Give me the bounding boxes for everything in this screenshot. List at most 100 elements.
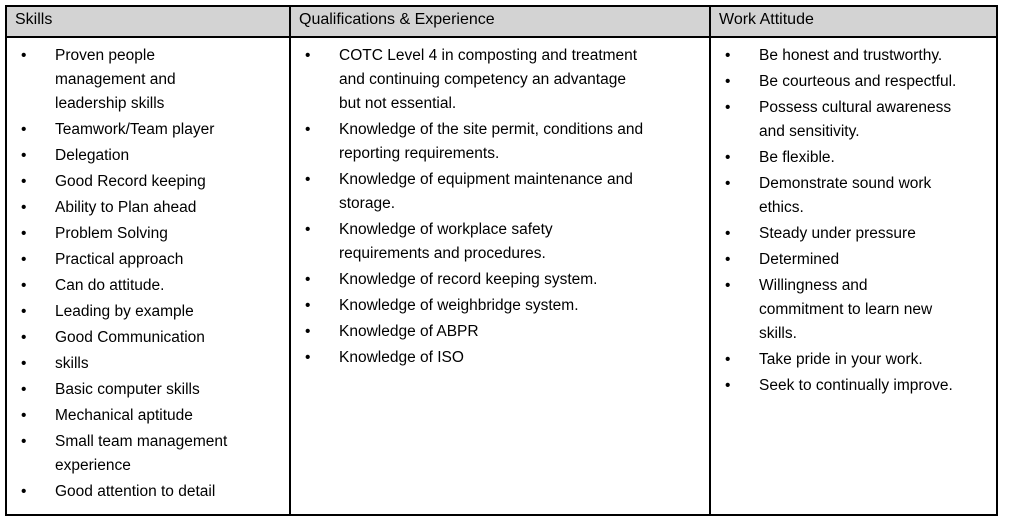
list-item: • Possess cultural awareness and sensitiv… <box>711 96 996 144</box>
list-item-text: COTC Level 4 in composting and treatment… <box>339 47 638 112</box>
list-item-text: Problem Solving <box>55 225 168 242</box>
list-item: • skills <box>7 352 289 376</box>
skills-cell: • Proven people management and leadership… <box>5 36 291 516</box>
list-item: • Can do attitude. <box>7 274 289 298</box>
list-item-text: skills <box>55 355 89 372</box>
list-item-text: Can do attitude. <box>55 277 165 294</box>
bullet-icon: • <box>21 407 27 424</box>
list-item-text: Knowledge of ABPR <box>339 323 479 340</box>
list-item-text: Good attention to detail <box>55 483 216 500</box>
list-item-text: Be honest and trustworthy. <box>759 47 943 64</box>
list-item: • Knowledge of ABPR <box>291 320 709 344</box>
header-work-attitude: Work Attitude <box>709 5 998 38</box>
bullet-icon: • <box>725 175 731 192</box>
bullet-icon: • <box>305 271 311 288</box>
header-skills: Skills <box>5 5 291 38</box>
bullet-icon: • <box>21 277 27 294</box>
bullet-icon: • <box>305 323 311 340</box>
qualifications-list: • COTC Level 4 in composting and treatmen… <box>291 38 709 370</box>
list-item: • Good Communication <box>7 326 289 350</box>
bullet-icon: • <box>725 99 731 116</box>
list-item: • Knowledge of workplace safety requireme… <box>291 218 709 266</box>
list-item-text: Determined <box>759 251 840 268</box>
list-item: • Good attention to detail <box>7 480 289 504</box>
bullet-icon: • <box>725 377 731 394</box>
header-row: Skills Qualifications & Experience Work … <box>5 5 998 38</box>
list-item-text: Basic computer skills <box>55 381 200 398</box>
list-item-text: Steady under pressure <box>759 225 916 242</box>
list-item: • Small team management experience <box>7 430 289 478</box>
list-item-text: Take pride in your work. <box>759 351 923 368</box>
list-item: • Knowledge of equipment maintenance and … <box>291 168 709 216</box>
skills-list: • Proven people management and leadership… <box>7 38 289 504</box>
bullet-icon: • <box>725 251 731 268</box>
bullet-icon: • <box>725 149 731 166</box>
header-qualifications: Qualifications & Experience <box>289 5 711 38</box>
list-item-text: Knowledge of the site permit, conditions… <box>339 121 644 162</box>
list-item-text: Willingness and commitment to learn new … <box>759 277 933 342</box>
list-item-text: Knowledge of workplace safety requiremen… <box>339 221 553 262</box>
list-item-text: Teamwork/Team player <box>55 121 215 138</box>
list-item-text: Knowledge of ISO <box>339 349 464 366</box>
list-item: • Leading by example <box>7 300 289 324</box>
bullet-icon: • <box>305 121 311 138</box>
list-item-text: Seek to continually improve. <box>759 377 953 394</box>
list-item-text: Ability to Plan ahead <box>55 199 197 216</box>
bullet-icon: • <box>305 47 311 64</box>
body-row: • Proven people management and leadership… <box>5 36 998 516</box>
list-item: • Problem Solving <box>7 222 289 246</box>
list-item: • Teamwork/Team player <box>7 118 289 142</box>
list-item-text: Mechanical aptitude <box>55 407 193 424</box>
qualifications-cell: • COTC Level 4 in composting and treatmen… <box>289 36 711 516</box>
bullet-icon: • <box>21 47 27 64</box>
list-item: • Knowledge of the site permit, condition… <box>291 118 709 166</box>
list-item: • Willingness and commitment to learn new… <box>711 274 996 346</box>
list-item-text: Demonstrate sound work ethics. <box>759 175 932 216</box>
list-item: • Be honest and trustworthy. <box>711 44 996 68</box>
bullet-icon: • <box>305 349 311 366</box>
list-item: • COTC Level 4 in composting and treatmen… <box>291 44 709 116</box>
list-item: • Delegation <box>7 144 289 168</box>
list-item-text: Leading by example <box>55 303 194 320</box>
list-item: • Mechanical aptitude <box>7 404 289 428</box>
bullet-icon: • <box>21 251 27 268</box>
list-item-text: Knowledge of weighbridge system. <box>339 297 579 314</box>
work-attitude-cell: • Be honest and trustworthy. • Be courteous… <box>709 36 998 516</box>
list-item-text: Good Record keeping <box>55 173 206 190</box>
requirements-table: Skills Qualifications & Experience Work … <box>5 5 998 516</box>
list-item: • Knowledge of record keeping system. <box>291 268 709 292</box>
bullet-icon: • <box>21 199 27 216</box>
bullet-icon: • <box>725 47 731 64</box>
list-item-text: Knowledge of equipment maintenance and s… <box>339 171 633 212</box>
list-item-text: Good Communication <box>55 329 205 346</box>
bullet-icon: • <box>305 297 311 314</box>
bullet-icon: • <box>21 381 27 398</box>
bullet-icon: • <box>21 483 27 500</box>
bullet-icon: • <box>21 329 27 346</box>
bullet-icon: • <box>725 277 731 294</box>
list-item: • Basic computer skills <box>7 378 289 402</box>
bullet-icon: • <box>305 221 311 238</box>
work-attitude-list: • Be honest and trustworthy. • Be courteous… <box>711 38 996 398</box>
bullet-icon: • <box>305 171 311 188</box>
bullet-icon: • <box>21 225 27 242</box>
list-item: • Knowledge of weighbridge system. <box>291 294 709 318</box>
list-item-text: Practical approach <box>55 251 184 268</box>
list-item-text: Possess cultural awareness and sensitivi… <box>759 99 952 140</box>
list-item-text: Delegation <box>55 147 130 164</box>
list-item-text: Knowledge of record keeping system. <box>339 271 598 288</box>
bullet-icon: • <box>725 351 731 368</box>
list-item: • Ability to Plan ahead <box>7 196 289 220</box>
list-item-text: Be flexible. <box>759 149 835 166</box>
bullet-icon: • <box>21 147 27 164</box>
list-item: • Steady under pressure <box>711 222 996 246</box>
bullet-icon: • <box>725 73 731 90</box>
list-item: • Seek to continually improve. <box>711 374 996 398</box>
list-item: • Be flexible. <box>711 146 996 170</box>
list-item-text: Small team management experience <box>55 433 228 474</box>
list-item: • Be courteous and respectful. <box>711 70 996 94</box>
list-item: • Take pride in your work. <box>711 348 996 372</box>
bullet-icon: • <box>21 121 27 138</box>
list-item: • Demonstrate sound work ethics. <box>711 172 996 220</box>
list-item: • Good Record keeping <box>7 170 289 194</box>
